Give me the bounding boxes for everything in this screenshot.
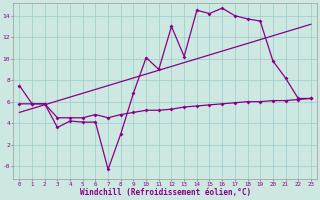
X-axis label: Windchill (Refroidissement éolien,°C): Windchill (Refroidissement éolien,°C)	[80, 188, 251, 197]
